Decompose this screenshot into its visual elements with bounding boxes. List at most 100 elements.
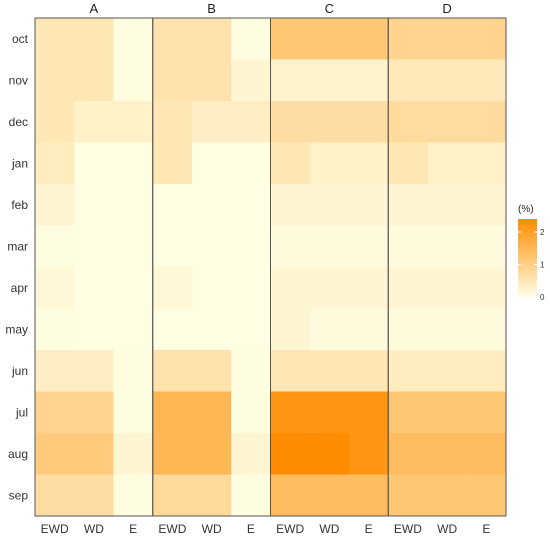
heatmap-cell-A-jun-WD <box>74 350 114 392</box>
heatmap-cell-A-mar-EWD <box>35 225 75 268</box>
heatmap-cell-D-jan-EWD <box>388 142 428 185</box>
heatmap-cell-C-dec-EWD <box>270 101 311 143</box>
heatmap-cell-A-sep-EWD <box>35 474 75 517</box>
heatmap-cell-C-oct-WD <box>309 18 350 60</box>
heatmap-cell-B-dec-E <box>231 101 271 143</box>
column-label-C-WD: WD <box>319 522 339 536</box>
heatmap-cell-B-aug-WD <box>192 433 232 475</box>
heatmap-cell-B-apr-E <box>231 267 271 309</box>
heatmap-cell-B-nov-EWD <box>152 59 193 102</box>
heatmap-cell-A-dec-WD <box>74 101 114 143</box>
heatmap-cell-B-oct-EWD <box>152 18 193 60</box>
heatmap-cell-D-feb-WD <box>427 184 468 226</box>
heatmap-cell-D-aug-E <box>466 433 507 475</box>
column-label-A-E: E <box>129 522 137 536</box>
heatmap-cell-B-feb-WD <box>192 184 232 226</box>
heatmap-cell-A-apr-WD <box>74 267 114 309</box>
row-label-mar: mar <box>7 239 28 253</box>
heatmap-cell-D-jun-E <box>466 350 507 392</box>
heatmap-cell-D-jul-E <box>466 391 507 434</box>
heatmap-cell-B-jun-E <box>231 350 271 392</box>
heatmap-cell-A-nov-EWD <box>35 59 75 102</box>
heatmap-cell-C-oct-E <box>349 18 389 60</box>
heatmap-cell-B-apr-EWD <box>152 267 193 309</box>
heatmap-cell-A-mar-E <box>113 225 154 268</box>
heatmap-cell-D-may-WD <box>427 308 468 351</box>
heatmap-cell-C-jun-WD <box>309 350 350 392</box>
heatmap-cell-B-jan-WD <box>192 142 232 185</box>
heatmap-cell-B-may-WD <box>192 308 232 351</box>
heatmap-cell-C-nov-E <box>349 59 389 102</box>
heatmap-cell-A-nov-E <box>113 59 154 102</box>
heatmap-cell-D-apr-E <box>466 267 507 309</box>
heatmap-cell-B-jan-EWD <box>152 142 193 185</box>
heatmap-cell-B-aug-E <box>231 433 271 475</box>
row-label-jun: jun <box>11 364 28 378</box>
heatmap-cell-D-mar-E <box>466 225 507 268</box>
heatmap-cell-B-mar-EWD <box>152 225 193 268</box>
heatmap-cell-C-feb-WD <box>309 184 350 226</box>
heatmap-cell-B-apr-WD <box>192 267 232 309</box>
heatmap-cell-A-jun-EWD <box>35 350 75 392</box>
heatmap-cell-A-sep-WD <box>74 474 114 517</box>
heatmap-cell-B-feb-EWD <box>152 184 193 226</box>
row-label-jul: jul <box>15 405 28 419</box>
heatmap-cell-C-jun-EWD <box>270 350 311 392</box>
heatmap-cell-B-dec-WD <box>192 101 232 143</box>
heatmap-cell-A-jan-EWD <box>35 142 75 185</box>
facet-label-D: D <box>442 1 451 16</box>
heatmap-cell-B-nov-E <box>231 59 271 102</box>
heatmap-cell-D-oct-EWD <box>388 18 428 60</box>
column-label-B-WD: WD <box>202 522 222 536</box>
heatmap-cell-D-apr-WD <box>427 267 468 309</box>
heatmap-cell-D-jun-WD <box>427 350 468 392</box>
heatmap-cells <box>35 18 507 517</box>
heatmap-cell-B-aug-EWD <box>152 433 193 475</box>
heatmap-cell-B-jan-E <box>231 142 271 185</box>
facet-label-C: C <box>325 1 334 16</box>
heatmap-cell-C-may-WD <box>309 308 350 351</box>
heatmap-cell-A-aug-WD <box>74 433 114 475</box>
heatmap-cell-D-may-E <box>466 308 507 351</box>
heatmap-cell-B-mar-E <box>231 225 271 268</box>
facet-frames <box>34 17 507 517</box>
heatmap-cell-D-may-EWD <box>388 308 428 351</box>
heatmap-cell-D-nov-E <box>466 59 507 102</box>
heatmap-cell-B-feb-E <box>231 184 271 226</box>
heatmap-cell-C-oct-EWD <box>270 18 311 60</box>
heatmap-cell-C-dec-WD <box>309 101 350 143</box>
column-label-D-E: E <box>482 522 490 536</box>
heatmap-cell-A-jul-E <box>113 391 154 434</box>
heatmap-cell-A-may-WD <box>74 308 114 351</box>
heatmap-cell-C-dec-E <box>349 101 389 143</box>
legend-color-bar <box>518 219 537 297</box>
heatmap-cell-A-jun-E <box>113 350 154 392</box>
column-label-A-EWD: EWD <box>41 522 69 536</box>
row-label-dec: dec <box>9 115 28 129</box>
heatmap-cell-D-apr-EWD <box>388 267 428 309</box>
heatmap-cell-C-jan-E <box>349 142 389 185</box>
heatmap-cell-A-jan-WD <box>74 142 114 185</box>
heatmap-cell-D-mar-EWD <box>388 225 428 268</box>
row-label-aug: aug <box>8 447 28 461</box>
heatmap-cell-C-sep-WD <box>309 474 350 517</box>
column-label-B-E: E <box>247 522 255 536</box>
legend-title: (%) <box>518 204 534 215</box>
heatmap-cell-C-nov-WD <box>309 59 350 102</box>
color-legend: (%) 0 1 2 <box>518 204 545 302</box>
heatmap-cell-B-sep-E <box>231 474 271 517</box>
heatmap-cell-B-jul-EWD <box>152 391 193 434</box>
heatmap-cell-D-sep-EWD <box>388 474 428 517</box>
heatmap-cell-D-nov-WD <box>427 59 468 102</box>
heatmap-cell-A-aug-EWD <box>35 433 75 475</box>
column-label-C-E: E <box>365 522 373 536</box>
heatmap-cell-C-nov-EWD <box>270 59 311 102</box>
heatmap-cell-B-mar-WD <box>192 225 232 268</box>
heatmap-cell-A-may-E <box>113 308 154 351</box>
heatmap-cell-A-feb-EWD <box>35 184 75 226</box>
heatmap-cell-A-nov-WD <box>74 59 114 102</box>
heatmap-cell-A-jul-EWD <box>35 391 75 434</box>
heatmap-cell-A-oct-EWD <box>35 18 75 60</box>
heatmap-cell-C-jan-WD <box>309 142 350 185</box>
row-label-feb: feb <box>11 198 28 212</box>
